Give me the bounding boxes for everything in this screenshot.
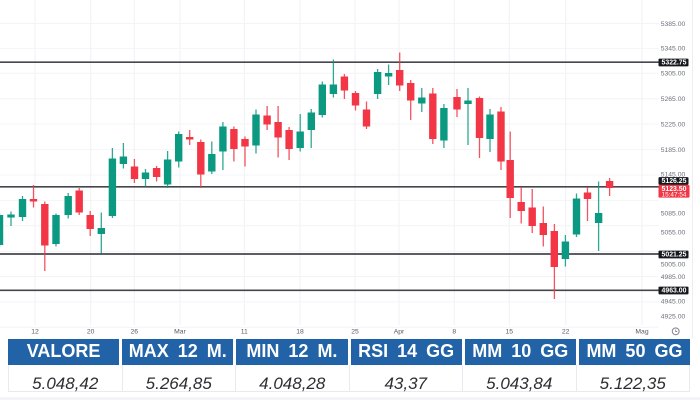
svg-text:5021.25: 5021.25	[662, 251, 687, 258]
svg-text:5322.75: 5322.75	[662, 59, 687, 66]
svg-text:4963.00: 4963.00	[662, 287, 687, 294]
svg-text:5345.00: 5345.00	[661, 46, 686, 53]
svg-text:5265.00: 5265.00	[661, 96, 686, 103]
svg-text:5085.00: 5085.00	[661, 210, 686, 217]
svg-text:15: 15	[506, 329, 514, 336]
svg-text:5005.00: 5005.00	[661, 261, 686, 268]
svg-text:4945.00: 4945.00	[661, 298, 686, 305]
svg-text:5185.00: 5185.00	[661, 147, 686, 154]
svg-text:5305.00: 5305.00	[661, 71, 686, 78]
svg-text:Mar: Mar	[174, 329, 186, 336]
svg-text:5225.00: 5225.00	[661, 121, 686, 128]
svg-text:5385.00: 5385.00	[661, 21, 686, 28]
svg-text:4925.00: 4925.00	[661, 313, 686, 320]
svg-text:15:47:54: 15:47:54	[662, 192, 687, 199]
svg-text:25: 25	[351, 329, 359, 336]
svg-text:5145.00: 5145.00	[661, 171, 686, 178]
svg-text:26: 26	[131, 329, 139, 336]
svg-text:12: 12	[31, 329, 39, 336]
svg-text:5126.25: 5126.25	[662, 178, 687, 185]
svg-text:22: 22	[562, 329, 570, 336]
svg-text:4985.00: 4985.00	[661, 274, 686, 281]
svg-text:Mag: Mag	[635, 329, 648, 336]
svg-text:5055.00: 5055.00	[661, 229, 686, 236]
svg-text:8: 8	[452, 329, 456, 336]
svg-text:Apr: Apr	[394, 329, 405, 336]
svg-text:5123.50: 5123.50	[662, 186, 687, 193]
svg-text:11: 11	[241, 329, 248, 336]
svg-text:18: 18	[296, 329, 304, 336]
svg-text:20: 20	[87, 329, 95, 336]
